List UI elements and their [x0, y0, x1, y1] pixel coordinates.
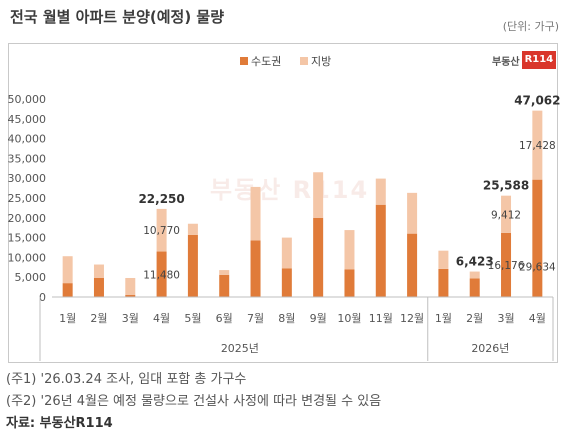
bar-capital: [219, 274, 230, 297]
bar-local: [313, 172, 324, 218]
legend-label-capital: 수도권: [251, 55, 281, 68]
legend-swatch-capital: [240, 57, 248, 65]
bar-capital: [125, 295, 136, 297]
bar-local: [219, 270, 230, 275]
bar-capital: [93, 277, 104, 297]
x-tick-label: 1월: [59, 312, 76, 325]
capital-value-label: 11,480: [143, 269, 180, 281]
legend-label-local: 지방: [311, 55, 331, 68]
y-tick-label: 40,000: [8, 133, 47, 146]
capital-value-label: 29,634: [519, 261, 556, 273]
source-label: 자료: 부동산R114: [6, 416, 113, 431]
bar-capital: [187, 234, 198, 297]
bar-local: [469, 271, 480, 279]
bar-local: [93, 264, 104, 278]
capital-value-label: 16,176: [488, 260, 525, 272]
bar-capital: [438, 268, 449, 297]
x-tick-label: 9월: [310, 312, 327, 325]
bar-local: [125, 277, 136, 296]
watermark: 부동산 R114: [210, 176, 370, 204]
bar-capital: [250, 240, 261, 297]
bar-capital: [62, 283, 73, 297]
y-tick-label: 5,000: [15, 271, 47, 284]
logo-text: 부동산: [492, 56, 520, 68]
bar-local: [532, 110, 543, 180]
bar-local: [501, 195, 512, 233]
footnote-1: (주1) '26.03.24 조사, 임대 포함 총 가구수: [6, 372, 247, 387]
bar-capital: [407, 233, 418, 297]
chart-title: 전국 월별 아파트 분양(예정) 물량: [10, 8, 225, 26]
x-tick-label: 6월: [216, 312, 233, 325]
x-tick-label: 10월: [337, 312, 361, 325]
x-tick-label: 1월: [435, 312, 452, 325]
logo-badge: R114: [521, 51, 557, 69]
bar-chart: 0 5,000 10,000 15,000 20,000 25,000 30,000 35,0…: [8, 55, 561, 361]
total-label: 22,250: [138, 192, 184, 206]
bar-capital: [344, 269, 355, 297]
group-label: 2026년: [471, 342, 509, 355]
bar-capital: [501, 232, 512, 297]
x-tick-label: 12월: [400, 312, 424, 325]
y-tick-label: 30,000: [8, 172, 47, 185]
bar-local: [344, 230, 355, 270]
y-tick-label: 35,000: [8, 152, 47, 165]
bar-capital: [156, 251, 167, 297]
legend-swatch-local: [300, 57, 308, 65]
footnote-2: (주2) '26년 4월은 예정 물량으로 건설사 사정에 따라 변경될 수 있…: [6, 394, 382, 409]
bar-local: [281, 237, 292, 269]
x-tick-label: 11월: [369, 312, 393, 325]
total-label: 47,062: [514, 94, 560, 108]
bar-capital: [532, 179, 543, 297]
bar-local: [187, 223, 198, 235]
bar-local: [375, 178, 386, 205]
local-value-label: 10,770: [143, 225, 180, 237]
x-tick-label: 3월: [122, 312, 139, 325]
group-label: 2025년: [221, 342, 259, 355]
x-tick-label: 8월: [278, 312, 295, 325]
y-tick-label: 10,000: [8, 251, 47, 264]
bar-local: [250, 186, 261, 241]
y-tick-label: 25,000: [8, 192, 47, 205]
y-tick-label: 50,000: [8, 93, 47, 106]
total-label: 25,588: [483, 179, 529, 193]
x-tick-label: 2월: [90, 312, 107, 325]
x-tick-label: 5월: [184, 312, 201, 325]
bar-capital: [469, 278, 480, 297]
x-tick-label: 3월: [497, 312, 514, 325]
bar-capital: [375, 204, 386, 297]
bar-capital: [281, 268, 292, 297]
brand-logo: 부동산 R114: [492, 50, 557, 70]
y-tick-label: 0: [39, 291, 46, 304]
bar-local: [62, 256, 73, 284]
x-tick-label: 4월: [153, 312, 170, 325]
y-tick-label: 15,000: [8, 232, 47, 245]
bar-capital: [313, 217, 324, 297]
local-value-label: 17,428: [519, 140, 556, 152]
unit-label: (단위: 가구): [502, 20, 559, 33]
chart-frame: [8, 43, 558, 363]
x-tick-label: 4월: [529, 312, 546, 325]
local-value-label: 9,412: [491, 209, 521, 221]
x-tick-label: 7월: [247, 312, 264, 325]
bar-local: [156, 208, 167, 252]
y-tick-label: 45,000: [8, 113, 47, 126]
total-label: 6,423: [456, 255, 494, 269]
bar-local: [438, 250, 449, 269]
y-tick-label: 20,000: [8, 212, 47, 225]
x-tick-label: 2월: [466, 312, 483, 325]
bar-local: [407, 192, 418, 234]
